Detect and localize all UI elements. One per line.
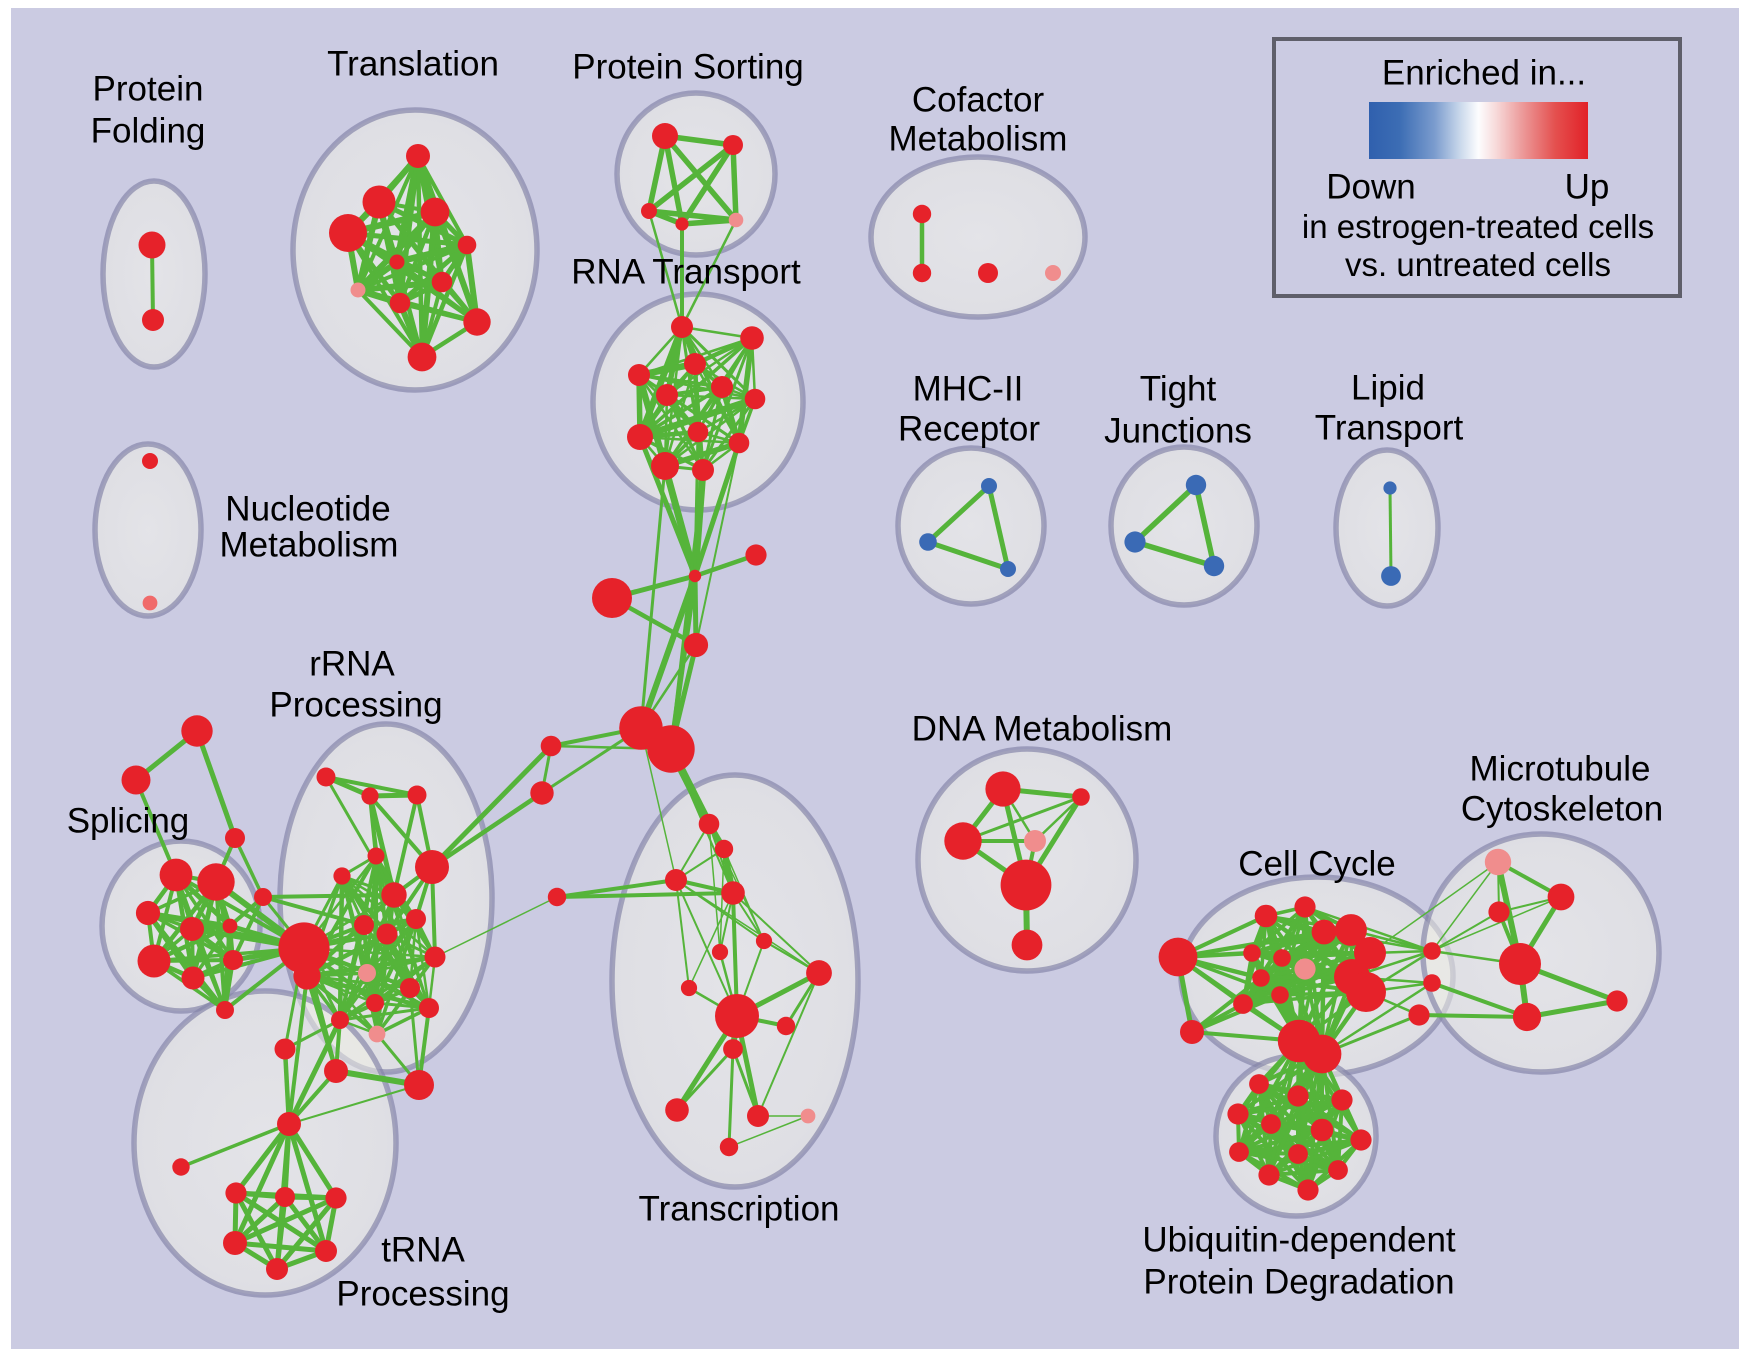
svg-text:Nucleotide: Nucleotide xyxy=(225,490,390,529)
svg-text:Translation: Translation xyxy=(327,45,499,84)
svg-text:Protein Degradation: Protein Degradation xyxy=(1143,1263,1454,1302)
svg-text:in estrogen-treated cells: in estrogen-treated cells xyxy=(1302,208,1654,245)
svg-text:Tight: Tight xyxy=(1140,370,1217,409)
svg-text:Up: Up xyxy=(1565,168,1610,207)
svg-text:tRNA: tRNA xyxy=(381,1231,465,1270)
svg-text:Microtubule: Microtubule xyxy=(1470,750,1651,789)
svg-text:Lipid: Lipid xyxy=(1351,369,1425,408)
svg-text:RNA Transport: RNA Transport xyxy=(571,253,801,292)
svg-text:Transport: Transport xyxy=(1315,409,1464,448)
svg-text:Splicing: Splicing xyxy=(67,802,190,841)
svg-text:Processing: Processing xyxy=(336,1275,509,1314)
svg-text:vs. untreated cells: vs. untreated cells xyxy=(1345,246,1611,283)
svg-text:Protein: Protein xyxy=(93,70,204,109)
svg-text:rRNA: rRNA xyxy=(309,645,395,684)
svg-text:Cell Cycle: Cell Cycle xyxy=(1238,845,1396,884)
svg-text:DNA Metabolism: DNA Metabolism xyxy=(912,710,1173,749)
svg-text:Transcription: Transcription xyxy=(639,1190,840,1229)
svg-text:Cytoskeleton: Cytoskeleton xyxy=(1461,790,1663,829)
svg-text:Folding: Folding xyxy=(91,112,206,151)
svg-text:MHC-II: MHC-II xyxy=(913,370,1024,409)
svg-text:Down: Down xyxy=(1326,168,1415,207)
svg-text:Protein Sorting: Protein Sorting xyxy=(572,48,804,87)
svg-text:Processing: Processing xyxy=(269,686,442,725)
svg-text:Junctions: Junctions xyxy=(1104,412,1252,451)
svg-text:Receptor: Receptor xyxy=(898,410,1040,449)
svg-text:Enriched in...: Enriched in... xyxy=(1382,54,1586,93)
svg-text:Metabolism: Metabolism xyxy=(889,120,1068,159)
svg-text:Ubiquitin-dependent: Ubiquitin-dependent xyxy=(1142,1221,1456,1260)
svg-text:Cofactor: Cofactor xyxy=(912,81,1045,120)
svg-text:Metabolism: Metabolism xyxy=(220,526,399,565)
